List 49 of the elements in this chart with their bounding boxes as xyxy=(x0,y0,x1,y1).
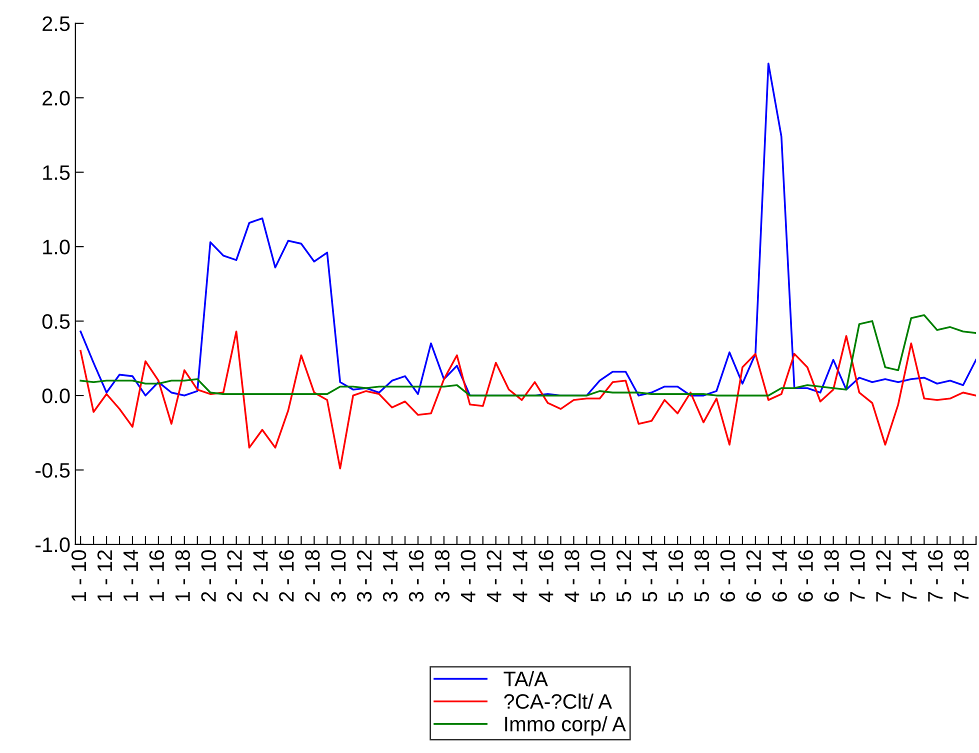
x-tick-label: 2 - 16 xyxy=(279,550,294,602)
x-tick-label: 2 - 14 xyxy=(253,550,268,602)
x-tick-label: 4 - 16 xyxy=(538,550,554,602)
x-tick-label: 2 - 18 xyxy=(305,550,320,602)
y-tick-label: 2.0 xyxy=(42,90,70,106)
x-tick-label: 2 - 12 xyxy=(227,550,242,602)
x-tick-label: 3 - 14 xyxy=(382,550,398,602)
y-tick-label: 0.5 xyxy=(42,314,70,329)
x-tick-label: 3 - 18 xyxy=(434,550,450,602)
x-tick-label: 1 - 12 xyxy=(97,550,112,601)
x-tick-label: 5 - 14 xyxy=(642,550,658,602)
legend-label: ?CA-?Clt/ A xyxy=(504,694,612,709)
x-tick-label: 6 - 16 xyxy=(798,550,813,602)
x-tick-label: 1 - 16 xyxy=(149,550,164,601)
x-tick-label: 7 - 18 xyxy=(954,550,969,602)
x-tick-label: 5 - 18 xyxy=(694,550,710,602)
x-tick-label: 4 - 12 xyxy=(486,550,502,602)
x-tick-label: 2 - 10 xyxy=(201,550,216,602)
x-tick-label: 6 - 18 xyxy=(824,550,839,602)
legend-label: TA/A xyxy=(504,671,548,686)
line-series xyxy=(80,314,976,396)
x-tick-label: 4 - 10 xyxy=(460,550,476,602)
y-tick-label: 2.5 xyxy=(42,16,70,32)
x-tick-label: 1 - 18 xyxy=(175,550,190,601)
y-tick-label: 0.0 xyxy=(42,388,70,404)
x-tick-label: 1 - 10 xyxy=(71,550,86,601)
y-tick-label: -0.5 xyxy=(36,462,70,478)
y-tick-label: 1.5 xyxy=(43,165,70,180)
x-tick-label: 5 - 12 xyxy=(616,550,632,602)
x-tick-label: 7 - 16 xyxy=(928,550,943,602)
x-tick-label: 6 - 10 xyxy=(720,550,736,602)
x-tick-label: 5 - 16 xyxy=(668,550,684,602)
x-tick-label: 1 - 14 xyxy=(124,550,138,601)
x-tick-label: 4 - 18 xyxy=(564,550,580,602)
x-tick-label: 6 - 12 xyxy=(746,550,762,602)
x-tick-label: 3 - 16 xyxy=(408,550,424,602)
line-series xyxy=(80,62,976,396)
x-tick-label: 6 - 14 xyxy=(772,550,787,602)
y-tick-label: -1.0 xyxy=(36,537,70,552)
y-tick-label: 1.0 xyxy=(43,240,70,254)
x-tick-label: 3 - 10 xyxy=(330,550,346,602)
legend-label: Immo corp/ A xyxy=(505,716,626,736)
line-series xyxy=(80,330,976,470)
x-tick-label: 7 - 12 xyxy=(876,550,891,602)
x-tick-label: 4 - 14 xyxy=(512,550,528,602)
x-tick-label: 5 - 10 xyxy=(590,550,606,602)
x-tick-label: 7 - 14 xyxy=(902,550,917,602)
x-tick-label: 3 - 12 xyxy=(356,550,372,602)
x-tick-label: 7 - 10 xyxy=(850,550,865,602)
